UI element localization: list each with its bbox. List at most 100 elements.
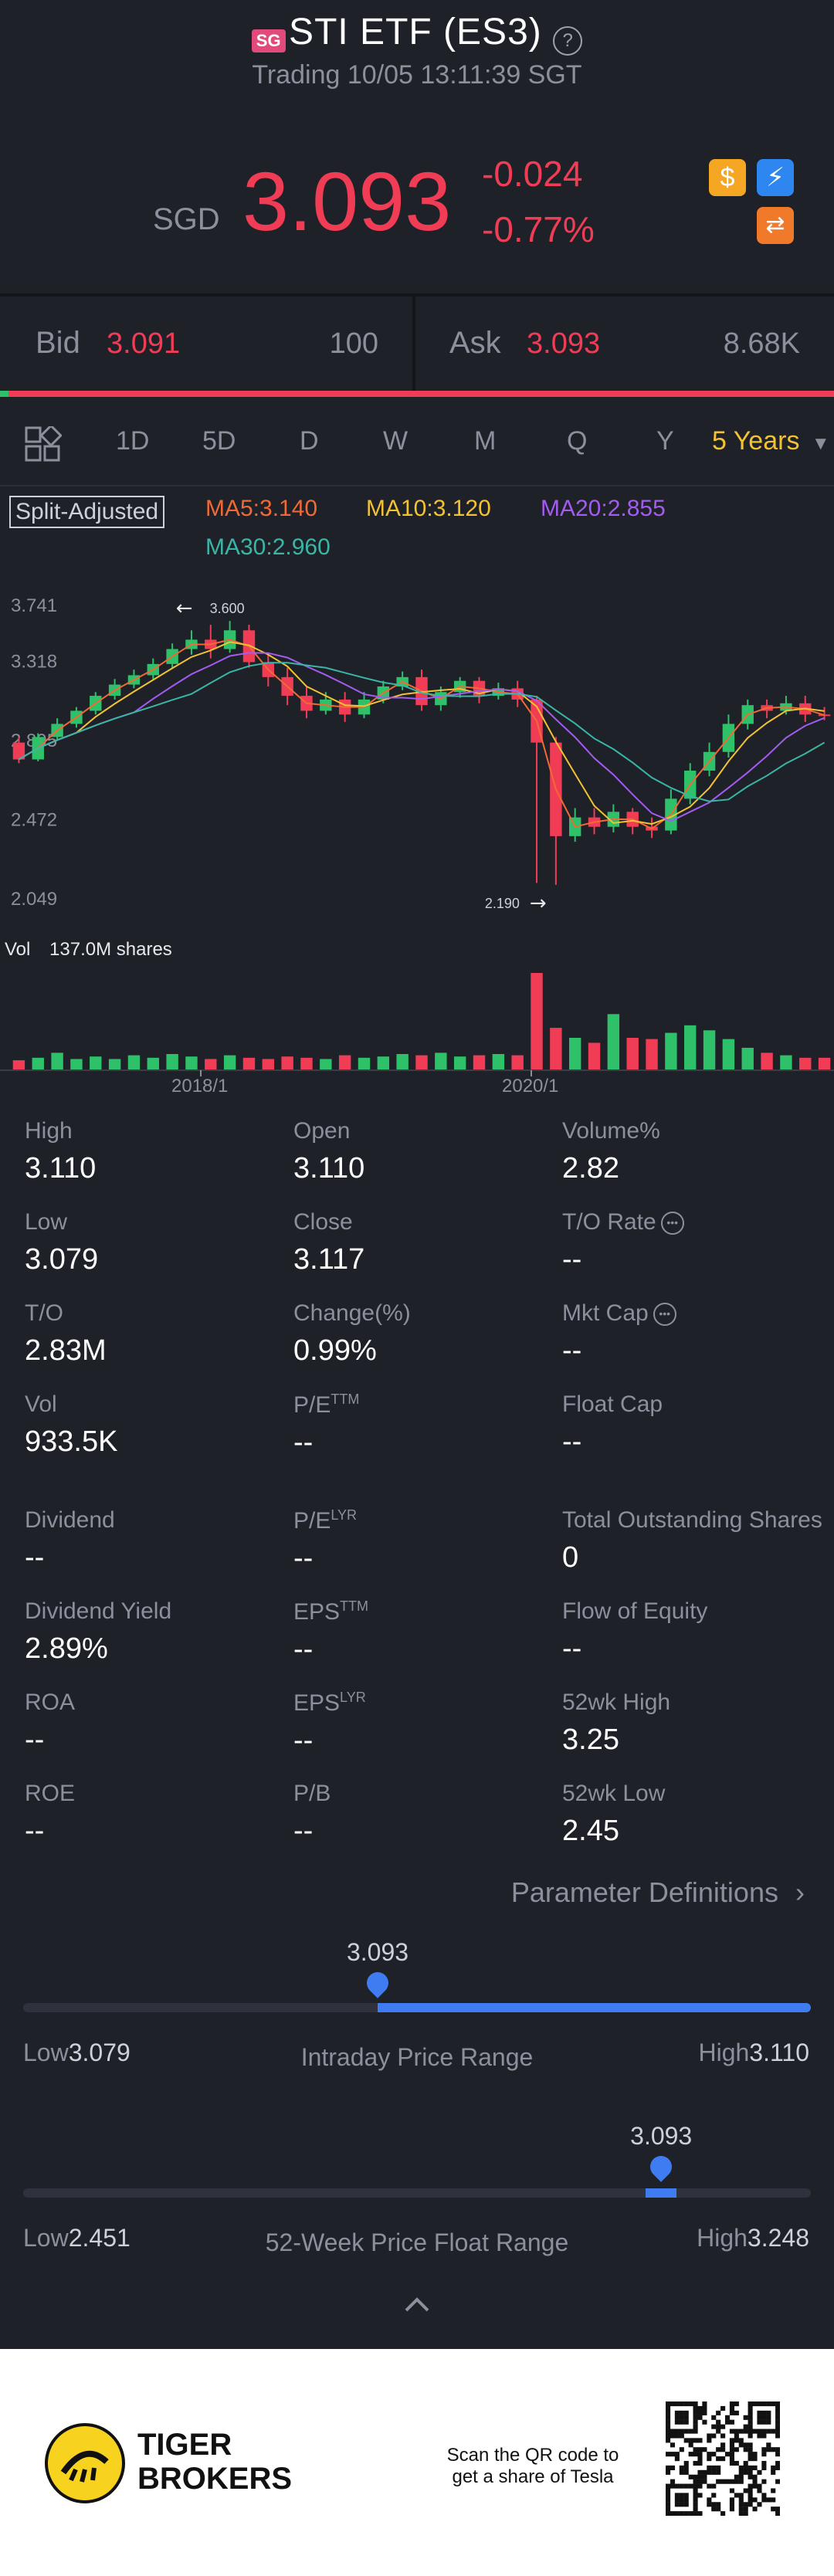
y-tick-label: 3.741 <box>11 595 57 616</box>
stat-label-text: EPS <box>293 1599 341 1625</box>
footer-banner: TIGER BROKERS Scan the QR code to get a … <box>0 2349 834 2576</box>
stat-label-text: Low <box>25 1209 68 1235</box>
brand-line-1: TIGER <box>137 2428 232 2462</box>
volume-bar <box>665 1032 677 1070</box>
volume-bar <box>320 1059 332 1070</box>
ask-label: Ask <box>449 326 501 360</box>
volume-bar <box>223 1055 236 1070</box>
page-title: STI ETF (ES3) <box>289 12 542 53</box>
tab-q[interactable]: Q <box>567 426 588 456</box>
volume-bar <box>12 1060 25 1070</box>
stat-label: P/ELYR <box>293 1507 357 1534</box>
stat-cell: 52wk Low 2.45 <box>562 1781 665 1848</box>
stat-value: 2.89% <box>25 1632 108 1665</box>
volume-bar <box>281 1056 293 1070</box>
stat-label-sup: LYR <box>340 1690 366 1705</box>
stat-label-text: 52wk High <box>562 1690 671 1715</box>
intraday-high: High3.110 <box>698 2039 809 2067</box>
tab-m[interactable]: M <box>474 426 497 456</box>
stat-cell: Dividend -- <box>25 1507 115 1574</box>
info-icon[interactable]: ••• <box>653 1303 676 1327</box>
stat-label: EPSLYR <box>293 1690 366 1717</box>
parameter-definitions-link[interactable]: Parameter Definitions › <box>511 1876 805 1909</box>
stat-label-text: 52wk Low <box>562 1781 666 1806</box>
chart-layout-icon[interactable] <box>25 424 63 462</box>
lightning-icon[interactable]: ⚡ <box>757 159 794 196</box>
stat-value: -- <box>293 1633 314 1666</box>
stat-value: -- <box>562 1632 582 1665</box>
stat-label-text: Float Cap <box>562 1391 663 1417</box>
ask-panel[interactable]: Ask 3.093 8.68K <box>415 297 834 391</box>
bid-ask-ratio-bar <box>0 391 834 397</box>
stat-cell: Mkt Cap ••• -- <box>562 1300 676 1368</box>
stat-label: Open <box>293 1118 364 1144</box>
stat-cell: P/ETTM -- <box>293 1391 359 1459</box>
stat-label: Total Outstanding Shares <box>562 1507 822 1534</box>
volume-bar <box>127 1055 141 1070</box>
volume-caption: Vol 137.0M shares <box>5 939 172 961</box>
stat-label: Dividend Yield <box>25 1598 171 1625</box>
stat-cell: P/B -- <box>293 1781 331 1848</box>
tab-d[interactable]: D <box>300 426 319 456</box>
week52-high-label: High <box>697 2224 748 2252</box>
help-icon[interactable]: ? <box>553 25 583 56</box>
price-chart[interactable]: 3.7413.3182.8952.4722.049←3.6002.190→201… <box>0 571 834 1096</box>
volume-bar <box>262 1059 275 1070</box>
candle-body <box>12 742 25 760</box>
stat-value: 933.5K <box>25 1425 118 1458</box>
stat-label: P/B <box>293 1781 331 1807</box>
tab-y[interactable]: Y <box>656 426 674 456</box>
week52-high-value: 3.248 <box>747 2224 809 2252</box>
stat-cell: Vol 933.5K <box>25 1391 117 1459</box>
stat-cell: EPSTTM -- <box>293 1598 368 1666</box>
volume-bar <box>70 1059 83 1070</box>
stat-label-text: Volume% <box>562 1118 660 1144</box>
ma5-line <box>18 639 825 830</box>
volume-bar <box>818 1057 831 1070</box>
stat-value: -- <box>293 1426 314 1459</box>
exchange-icon[interactable]: ⇄ <box>757 207 794 244</box>
week52-current-price: 3.093 <box>630 2122 693 2150</box>
info-icon[interactable]: ••• <box>660 1212 684 1235</box>
dollar-coin-icon[interactable]: $ <box>709 159 746 196</box>
ma5-value: MA5:3.140 <box>205 496 318 521</box>
brand-line-2: BROKERS <box>137 2462 293 2496</box>
split-adjusted-toggle[interactable]: Split-Adjusted <box>9 496 165 528</box>
last-price: 3.093 <box>242 154 452 248</box>
stat-value: -- <box>293 1724 314 1757</box>
volume-bar <box>300 1057 313 1070</box>
qr-code-icon <box>666 2401 780 2516</box>
volume-bar <box>242 1057 256 1070</box>
stat-cell: Volume% 2.82 <box>562 1118 660 1185</box>
market-badge: SG <box>251 29 286 53</box>
x-tick-label: 2018/1 <box>171 1076 228 1096</box>
qr-caption: Scan the QR code to get a share of Tesla <box>432 2445 633 2488</box>
ask-size: 8.68K <box>723 327 800 360</box>
tab-1d[interactable]: 1D <box>116 426 150 456</box>
stat-label-sup: LYR <box>331 1507 358 1523</box>
collapse-chevron-up-icon[interactable] <box>402 2293 432 2317</box>
volume-bar <box>799 1057 812 1070</box>
stat-label: Low <box>25 1209 98 1235</box>
stat-label: P/ETTM <box>293 1391 359 1418</box>
stat-value: 3.110 <box>293 1152 365 1185</box>
stat-label-text: Close <box>293 1209 353 1235</box>
stat-value: -- <box>25 1815 45 1847</box>
volume-bar <box>358 1057 371 1070</box>
tab-w[interactable]: W <box>383 426 409 456</box>
tab-5-years[interactable]: 5 Years ▼ <box>712 426 830 456</box>
bid-panel[interactable]: Bid 3.091 100 <box>0 297 412 391</box>
qr-caption-line-2: get a share of Tesla <box>452 2466 614 2487</box>
stat-label-sup: TTM <box>331 1391 360 1407</box>
intraday-marker-pin <box>362 1968 393 1998</box>
intraday-low: Low3.079 <box>23 2039 131 2067</box>
volume-bar <box>185 1056 198 1070</box>
stat-label-text: Vol <box>25 1391 57 1417</box>
stat-label-text: ROE <box>25 1781 76 1806</box>
stat-value: 2.82 <box>562 1152 619 1185</box>
ma20-value: MA20:2.855 <box>541 496 666 521</box>
stat-cell: Change(%) 0.99% <box>293 1300 411 1368</box>
stat-value: -- <box>25 1724 45 1756</box>
intraday-high-value: 3.110 <box>749 2039 809 2066</box>
tab-5d[interactable]: 5D <box>202 426 236 456</box>
